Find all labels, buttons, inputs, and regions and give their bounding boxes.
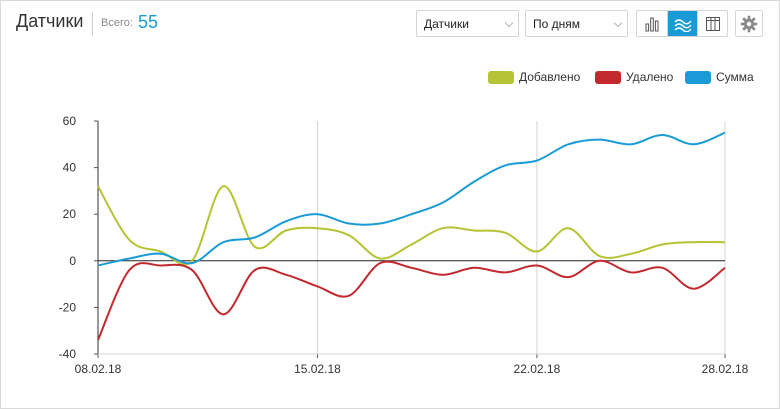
chart-legend: Добавлено Удалено Сумма xyxy=(1,69,779,85)
x-tick-label: 08.02.18 xyxy=(75,362,122,376)
period-select[interactable]: По дням xyxy=(525,10,628,37)
total-count: 55 xyxy=(138,12,159,32)
series-line-added xyxy=(97,185,726,266)
x-tick-label: 28.02.18 xyxy=(702,362,749,376)
source-select[interactable]: Датчики xyxy=(416,10,519,37)
legend-swatch-removed xyxy=(595,70,621,84)
settings-button[interactable] xyxy=(735,10,763,37)
source-select-value: Датчики xyxy=(424,17,469,31)
y-tick-label: 20 xyxy=(63,207,77,221)
total-label: Всего: xyxy=(101,17,133,29)
series-line-removed xyxy=(97,259,726,341)
x-tick-label: 15.02.18 xyxy=(294,362,341,376)
page-title: Датчики xyxy=(16,11,84,31)
legend-label-removed: Удалено xyxy=(626,70,674,84)
period-select-value: По дням xyxy=(533,17,581,31)
view-toggle-group xyxy=(636,10,728,37)
y-tick-label: 0 xyxy=(69,254,76,268)
legend-item-sum[interactable]: Сумма xyxy=(685,69,754,85)
bar-chart-icon xyxy=(645,17,659,31)
legend-item-added[interactable]: Добавлено xyxy=(488,69,580,85)
title-divider xyxy=(92,12,93,36)
line-view-button[interactable] xyxy=(667,11,697,36)
line-chart-icon xyxy=(674,18,692,32)
table-icon xyxy=(705,16,720,31)
y-tick-label: -20 xyxy=(59,300,77,314)
table-view-button[interactable] xyxy=(697,11,727,36)
y-tick-label: 40 xyxy=(63,161,77,175)
panel-header: Датчики Всего: 55 Датчики По дням xyxy=(1,1,779,47)
y-tick-label: -40 xyxy=(59,347,77,361)
series-line-sum xyxy=(97,131,726,267)
legend-label-sum: Сумма xyxy=(716,70,754,84)
gear-icon xyxy=(740,15,758,32)
x-tick-label: 22.02.18 xyxy=(514,362,561,376)
bar-view-button[interactable] xyxy=(637,11,667,36)
legend-swatch-added xyxy=(488,70,514,84)
y-tick-label: 60 xyxy=(63,114,77,128)
legend-item-removed[interactable]: Удалено xyxy=(595,69,673,85)
legend-label-added: Добавлено xyxy=(519,70,581,84)
legend-swatch-sum xyxy=(685,70,711,84)
